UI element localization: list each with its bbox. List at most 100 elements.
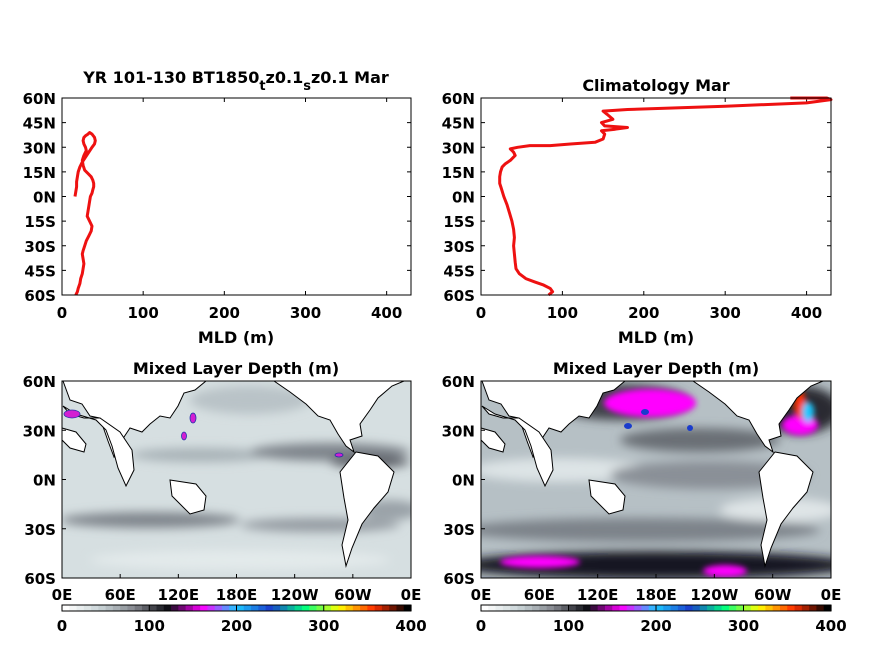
panel-title-climatology: Climatology Mar xyxy=(582,76,729,95)
colorbar-segment xyxy=(352,605,361,611)
colorbar-segment xyxy=(743,605,752,611)
colorbar-segment xyxy=(692,605,701,611)
y-tick-label: 45S xyxy=(24,262,56,280)
colorbar-segment xyxy=(338,605,347,611)
colorbar-climatology: 0 100 200 300 400 xyxy=(476,604,847,635)
colorbar-segment xyxy=(546,605,555,611)
colorbar-segment xyxy=(495,605,504,611)
colorbar-segment xyxy=(604,605,613,611)
mld-map-climatology: Mixed Layer Depth (m) xyxy=(442,359,847,635)
colorbar-segment xyxy=(779,605,788,611)
colorbar-segment xyxy=(105,605,114,611)
map-title-model: Mixed Layer Depth (m) xyxy=(133,359,339,378)
lat-tick-label: 60N xyxy=(23,373,56,391)
colorbar-segment xyxy=(229,605,238,611)
x-tick-label: 400 xyxy=(371,304,402,322)
lon-tick-label: 120E xyxy=(158,586,200,604)
lon-tick-label: 0E xyxy=(821,586,842,604)
lon-tick-label: 120W xyxy=(690,586,738,604)
colorbar-segment xyxy=(62,605,70,611)
lon-tick-label: 180E xyxy=(216,586,258,604)
lat-tick-label: 0N xyxy=(452,472,475,490)
colorbar-segment xyxy=(331,605,339,611)
colorbar-segment xyxy=(258,605,267,611)
colorbar-segment xyxy=(251,605,259,611)
x-axis-label-climatology-profile: MLD (m) xyxy=(618,328,694,347)
colorbar-segment xyxy=(707,605,715,611)
colorbar-tick-label: 100 xyxy=(553,617,584,635)
y-tick-label: 30N xyxy=(23,139,56,157)
colorbar-tick-label: 300 xyxy=(308,617,339,635)
colorbar-segment xyxy=(360,605,368,611)
x-tick-label: 0 xyxy=(57,304,67,322)
colorbar-segment xyxy=(403,605,412,611)
colorbar-segment xyxy=(641,605,650,611)
y-tick-label: 60N xyxy=(442,90,475,108)
colorbar-segment xyxy=(120,605,129,611)
y-tick-label: 15N xyxy=(23,164,56,182)
colorbar-segment xyxy=(714,605,723,611)
colorbar-segment xyxy=(502,605,511,611)
colorbar-segment xyxy=(98,605,107,611)
lat-tick-label: 30S xyxy=(24,521,56,539)
colorbar-segment xyxy=(367,605,376,611)
y-tick-label: 30S xyxy=(24,238,56,256)
y-tick-label: 45N xyxy=(23,115,56,133)
colorbar-segment xyxy=(301,605,310,611)
colorbar-segment xyxy=(214,605,223,611)
colorbar-tick-label: 400 xyxy=(815,617,846,635)
colorbar-segment xyxy=(236,605,245,611)
colorbar-segment xyxy=(568,605,577,611)
lon-tick-label: 60W xyxy=(754,586,792,604)
colorbar-segment xyxy=(685,605,694,611)
colorbar-segment xyxy=(765,605,774,611)
colorbar-tick-label: 0 xyxy=(476,617,486,635)
colorbar-segment xyxy=(374,605,383,611)
map-field-model xyxy=(62,381,411,578)
colorbar-segment xyxy=(69,605,78,611)
colorbar-tick-label: 300 xyxy=(728,617,759,635)
lon-tick-label: 180E xyxy=(635,586,677,604)
colorbar-segment xyxy=(524,605,533,611)
colorbar-segment xyxy=(612,605,621,611)
colorbar-segment xyxy=(323,605,332,611)
profile-axis-ticks-model: 0 100 200 300 400 60N 45N 30N 15N 0N 15S 30S 45S 60S xyxy=(23,90,411,322)
colorbar-segment xyxy=(634,605,643,611)
colorbar-segment xyxy=(626,605,635,611)
colorbar-segment xyxy=(265,605,274,611)
colorbar-segment xyxy=(112,605,121,611)
colorbar-segment xyxy=(345,605,354,611)
colorbar-segment xyxy=(83,605,92,611)
lat-tick-label: 0N xyxy=(33,472,56,490)
lon-tick-label: 60E xyxy=(105,586,136,604)
profile-panel-climatology: Climatology Mar 0 100 200 300 400 60N 45N 30N 15… xyxy=(442,76,833,347)
colorbar-segment xyxy=(76,605,85,611)
colorbar-segment xyxy=(481,605,489,611)
plot-frame-model-profile xyxy=(61,97,412,296)
colorbar-segment xyxy=(287,605,296,611)
colorbar-segment xyxy=(758,605,766,611)
colorbar-segment xyxy=(816,605,825,611)
x-tick-label: 300 xyxy=(290,304,321,322)
y-tick-label: 0N xyxy=(452,189,475,207)
colorbar-segment xyxy=(597,605,606,611)
colorbar-segment xyxy=(243,605,252,611)
map-field-climatology xyxy=(481,381,831,578)
colorbar-segment xyxy=(736,605,745,611)
colorbar-segment xyxy=(156,605,165,611)
colorbar-segment xyxy=(309,605,318,611)
x-tick-label: 200 xyxy=(628,304,659,322)
x-axis-label-model-profile: MLD (m) xyxy=(198,328,274,347)
profile-axis-ticks-climatology: 0 100 200 300 400 60N 45N 30N 15N 0N 15S 30S 45S 60S xyxy=(442,90,831,322)
colorbar-segment xyxy=(134,605,143,611)
colorbar-segment xyxy=(699,605,708,611)
colorbar-segment xyxy=(656,605,664,611)
colorbar-segment xyxy=(91,605,99,611)
colorbar-segment xyxy=(787,605,796,611)
lon-tick-label: 120W xyxy=(271,586,319,604)
lat-tick-label: 30N xyxy=(23,422,56,440)
colorbar-segment xyxy=(280,605,288,611)
mld-profile-line-climatology xyxy=(498,96,833,297)
x-tick-label: 300 xyxy=(710,304,741,322)
